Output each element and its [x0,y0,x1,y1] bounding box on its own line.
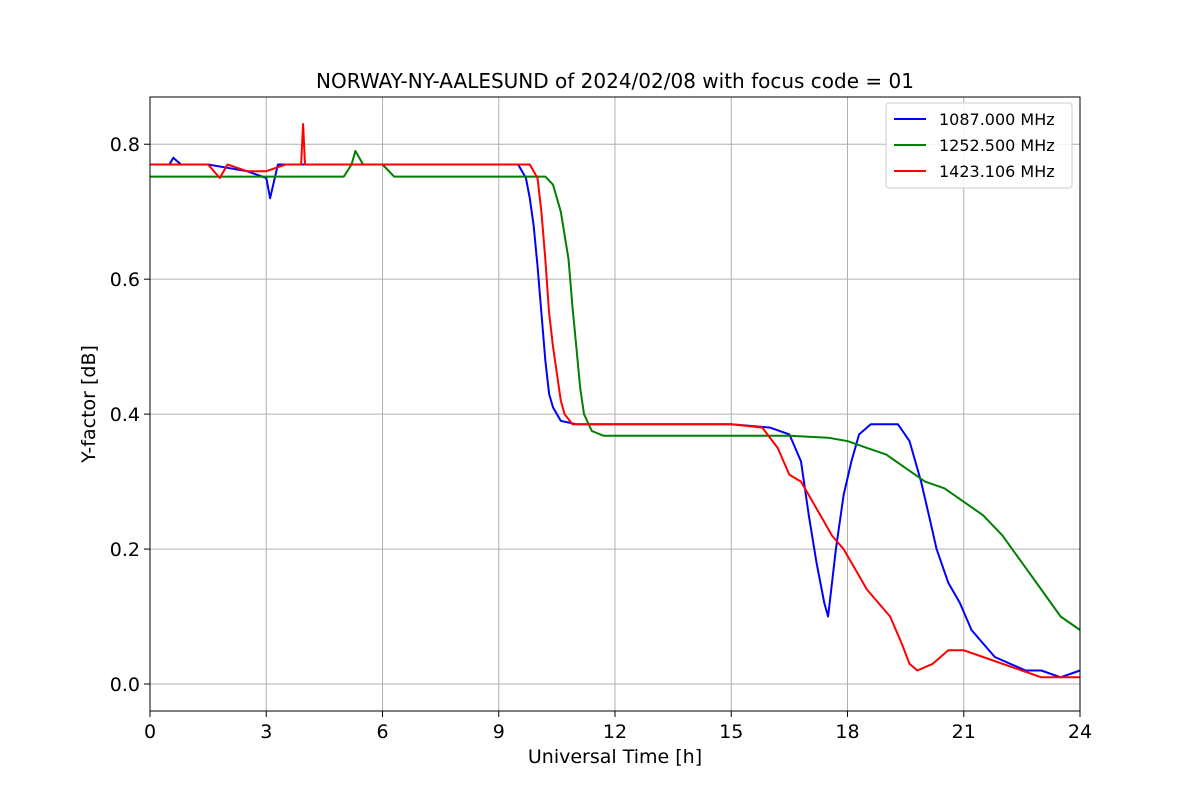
x-tick-label: 9 [493,721,505,743]
x-tick-label: 0 [144,721,156,743]
legend-box [885,102,1073,189]
x-tick-label: 6 [376,721,388,743]
x-tick-label: 15 [719,721,743,743]
x-tick-label: 18 [835,721,859,743]
y-axis-title: Y-factor [dB] [78,345,100,464]
y-tick-label: 0.2 [110,539,140,561]
series-group [150,123,1081,679]
x-tick-label: 12 [603,721,627,743]
series-line-3 [150,123,1080,679]
legend-label: 1087.000 MHz [939,110,1055,129]
legend-label: 1423.106 MHz [939,162,1055,181]
x-tick-label: 24 [1068,721,1092,743]
y-tick-label: 0.8 [110,134,140,156]
chart-title: NORWAY-NY-AALESUND of 2024/02/08 with fo… [316,69,914,93]
y-tick-label: 0.4 [110,404,140,426]
x-tick-label: 21 [952,721,976,743]
x-axis-title: Universal Time [h] [528,746,702,768]
x-tick-label: 3 [260,721,272,743]
legend-label: 1252.500 MHz [939,136,1055,155]
ticks: 0 3 6 9 12 15 18 21 24 0.0 0.2 0.4 0.6 0.8 [110,134,1092,743]
y-tick-label: 0.0 [110,674,140,696]
y-tick-label: 0.6 [110,269,140,291]
legend: 1087.000 MHz 1252.500 MHz 1423.106 MHz [885,102,1073,189]
